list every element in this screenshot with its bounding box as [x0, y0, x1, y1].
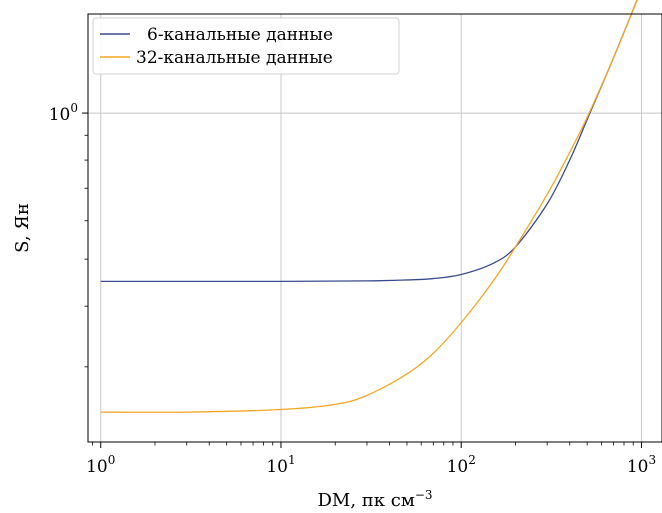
- x-tick-exponent: 1: [288, 453, 296, 467]
- x-tick-exponent: 0: [108, 453, 116, 467]
- x-tick-label: 102: [447, 453, 476, 477]
- x-tick-base: 10: [447, 457, 469, 477]
- x-axis-label-text: DM, пк см: [317, 490, 414, 511]
- legend-label-2: 32-канальные данные: [136, 48, 333, 68]
- major-ticks: [82, 112, 642, 448]
- series-layer: [100, 0, 638, 413]
- x-tick-label: 101: [266, 453, 295, 477]
- x-tick-label: 100: [86, 453, 115, 477]
- series-line-1: [100, 0, 638, 283]
- x-axis-label: DM, пк см−3: [317, 488, 432, 511]
- x-tick-exponent: 2: [468, 453, 476, 467]
- plot-frame: [87, 13, 662, 443]
- minor-ticks: [84, 134, 634, 446]
- y-tick-label: 100: [49, 101, 78, 125]
- x-axis-label-exponent: −3: [415, 488, 433, 502]
- y-axis-label: S, Ян: [12, 203, 33, 253]
- x-tick-base: 10: [266, 457, 288, 477]
- legend: 6-канальные данные 32-канальные данные: [92, 17, 400, 75]
- x-tick-base: 10: [627, 457, 649, 477]
- legend-box: [92, 17, 400, 75]
- series-line-2: [100, 0, 638, 413]
- x-tick-base: 10: [86, 457, 108, 477]
- y-tick-exponent: 0: [70, 101, 78, 115]
- legend-label-1: 6-канальные данные: [147, 25, 333, 45]
- grid: [88, 14, 662, 442]
- x-tick-exponent: 3: [648, 453, 656, 467]
- y-tick-base: 10: [49, 105, 71, 125]
- x-tick-label: 103: [627, 453, 656, 477]
